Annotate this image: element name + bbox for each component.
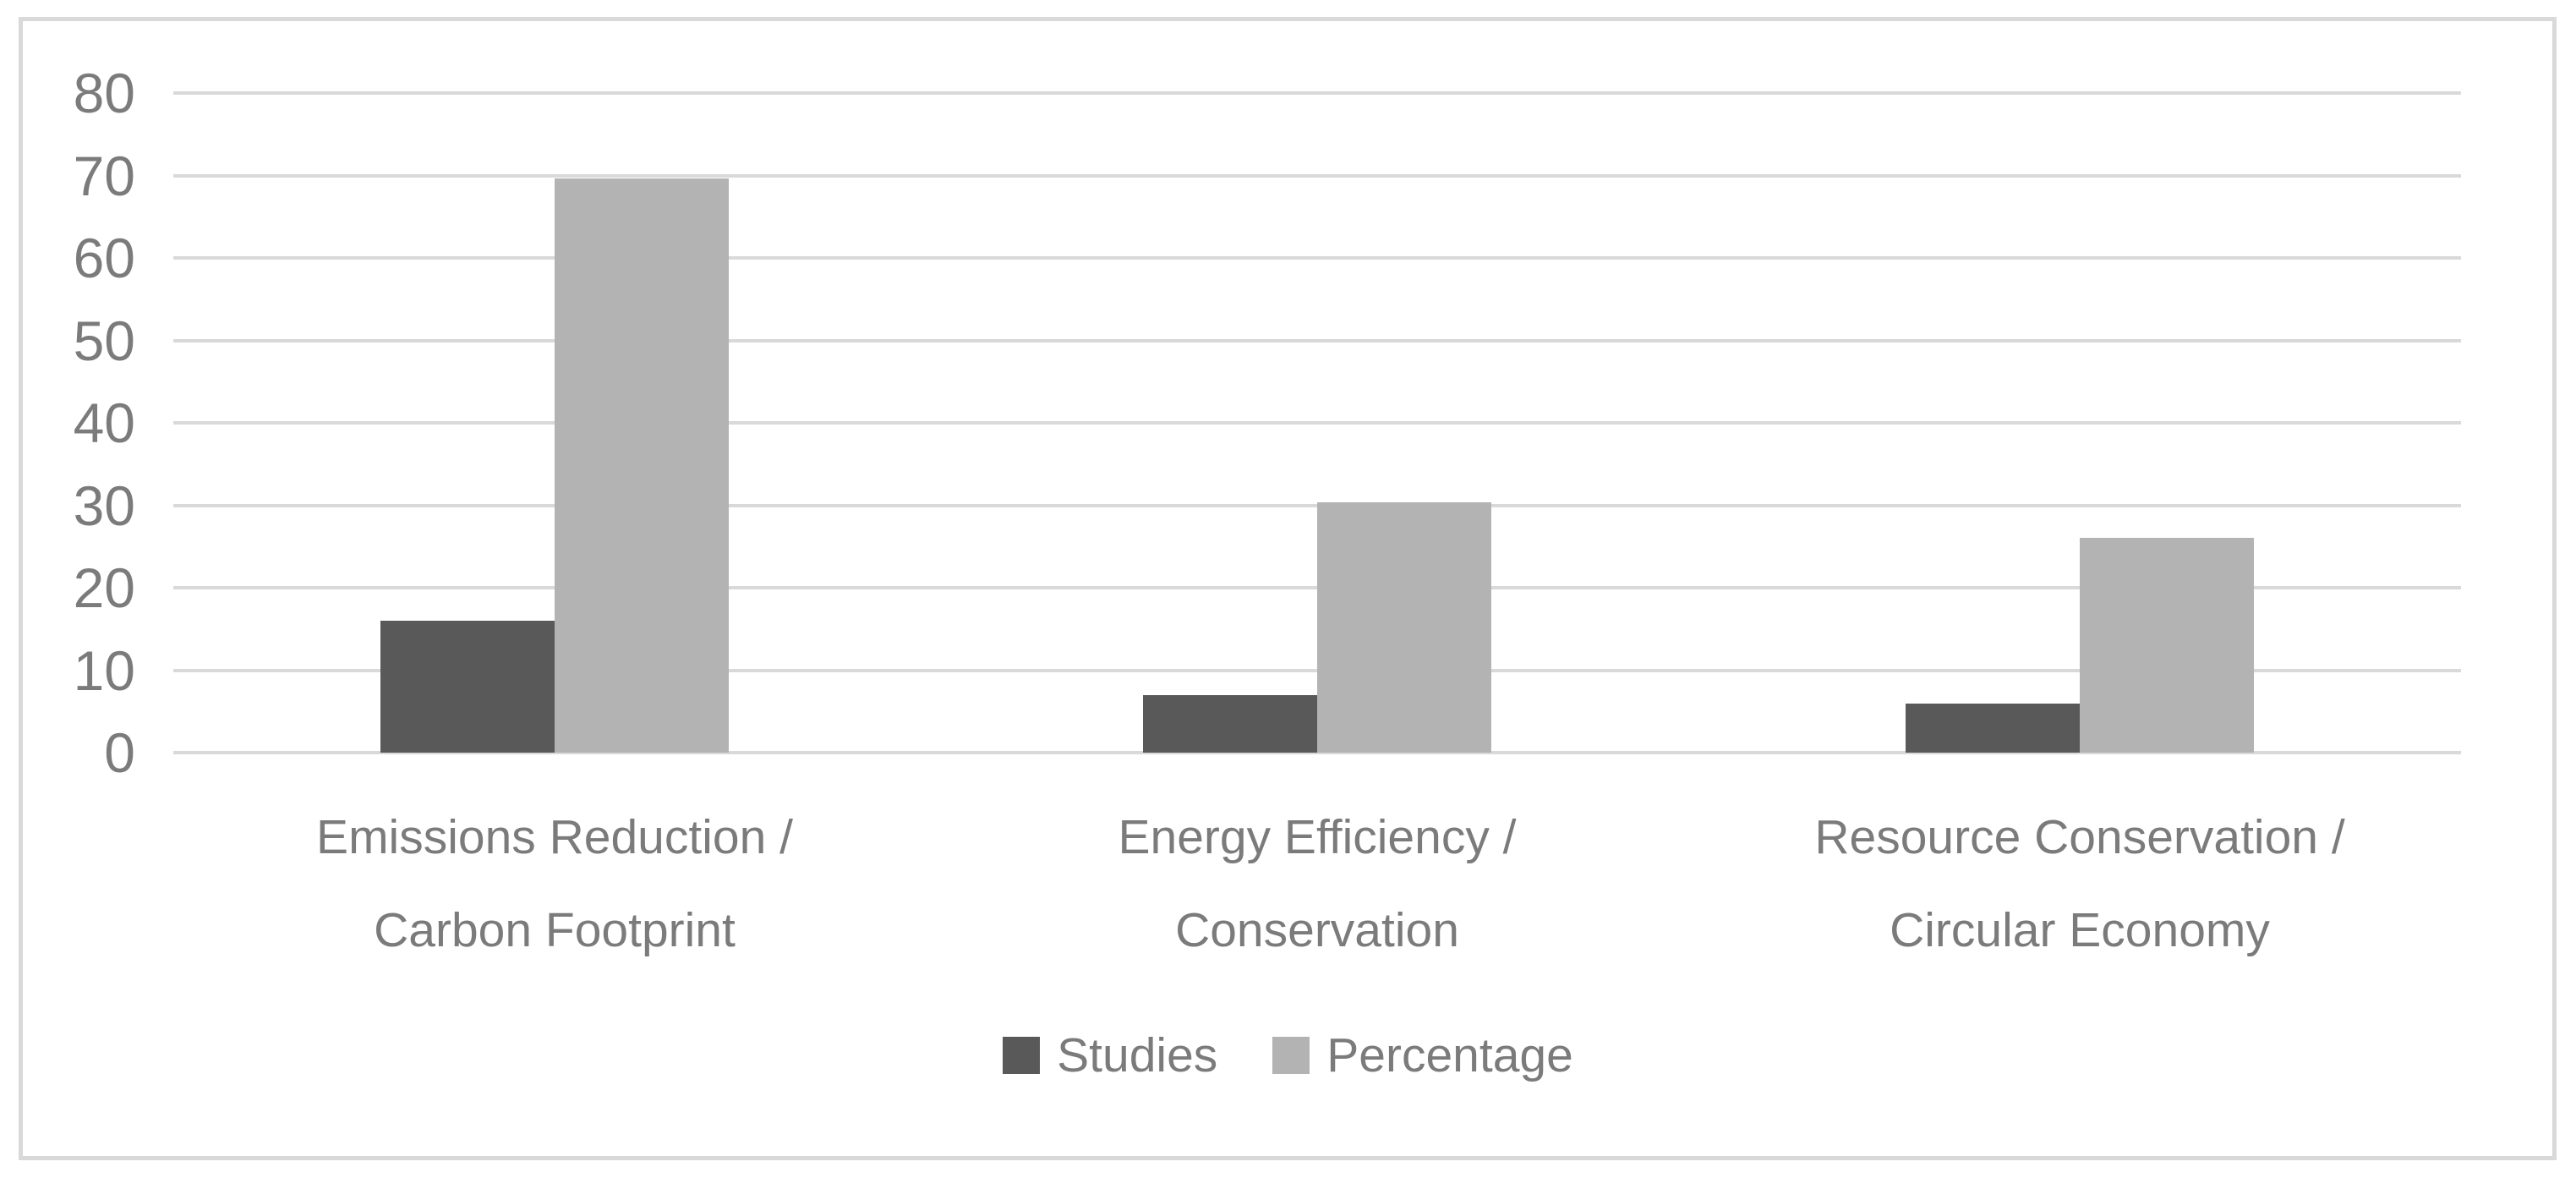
- y-tick-label-10: 10: [73, 638, 135, 702]
- x-label-energy-efficiency: Energy Efficiency / Conservation: [936, 791, 1698, 977]
- y-tick-label-20: 20: [73, 556, 135, 619]
- gridline-60: [173, 256, 2461, 260]
- x-label-line: Conservation: [1175, 903, 1459, 957]
- legend-swatch-studies: [1003, 1037, 1041, 1074]
- y-tick-label-40: 40: [73, 392, 135, 454]
- y-tick-label-0: 0: [104, 721, 135, 784]
- legend-swatch-percentage: [1272, 1037, 1310, 1074]
- x-label-emissions-reduction: Emissions Reduction / Carbon Footprint: [173, 791, 936, 977]
- y-tick-label-80: 80: [73, 62, 135, 124]
- gridline-0: [173, 751, 2461, 754]
- legend: Studies Percentage: [0, 1027, 2576, 1083]
- bar-group-1: [936, 93, 1698, 753]
- x-label-line: Circular Economy: [1890, 903, 2270, 957]
- x-label-line: Emissions Reduction /: [316, 810, 793, 864]
- legend-item-studies: Studies: [1003, 1027, 1217, 1083]
- bar-studies-2: [1906, 703, 2080, 753]
- gridline-80: [173, 91, 2461, 95]
- bar-percentage-1: [1317, 501, 1491, 753]
- y-tick-label-70: 70: [73, 144, 135, 207]
- bar-studies-0: [380, 621, 555, 753]
- legend-label-percentage: Percentage: [1326, 1028, 1573, 1082]
- bar-group-2: [1698, 93, 2461, 753]
- bar-studies-1: [1143, 694, 1317, 753]
- x-label-resource-conservation: Resource Conservation / Circular Economy: [1698, 791, 2461, 977]
- legend-item-percentage: Percentage: [1272, 1027, 1573, 1083]
- bar-percentage-0: [555, 178, 729, 753]
- x-label-line: Energy Efficiency /: [1118, 810, 1517, 864]
- gridline-70: [173, 173, 2461, 178]
- x-axis-labels: Emissions Reduction / Carbon Footprint E…: [173, 791, 2461, 977]
- y-tick-label-30: 30: [73, 474, 135, 537]
- bar-group-0: [173, 93, 936, 753]
- bar-percentage-2: [2080, 537, 2254, 753]
- x-label-line: Carbon Footprint: [374, 903, 736, 957]
- bar-groups: [173, 93, 2461, 753]
- y-axis: 0 10 20 30 40 50 60 70 80: [25, 62, 135, 784]
- y-tick-label-50: 50: [73, 309, 135, 372]
- plot-area: [173, 91, 2461, 754]
- x-label-line: Resource Conservation /: [1814, 810, 2345, 864]
- y-tick-label-60: 60: [73, 227, 135, 289]
- gridline-40: [173, 421, 2461, 425]
- gridline-50: [173, 338, 2461, 342]
- legend-label-studies: Studies: [1057, 1028, 1218, 1082]
